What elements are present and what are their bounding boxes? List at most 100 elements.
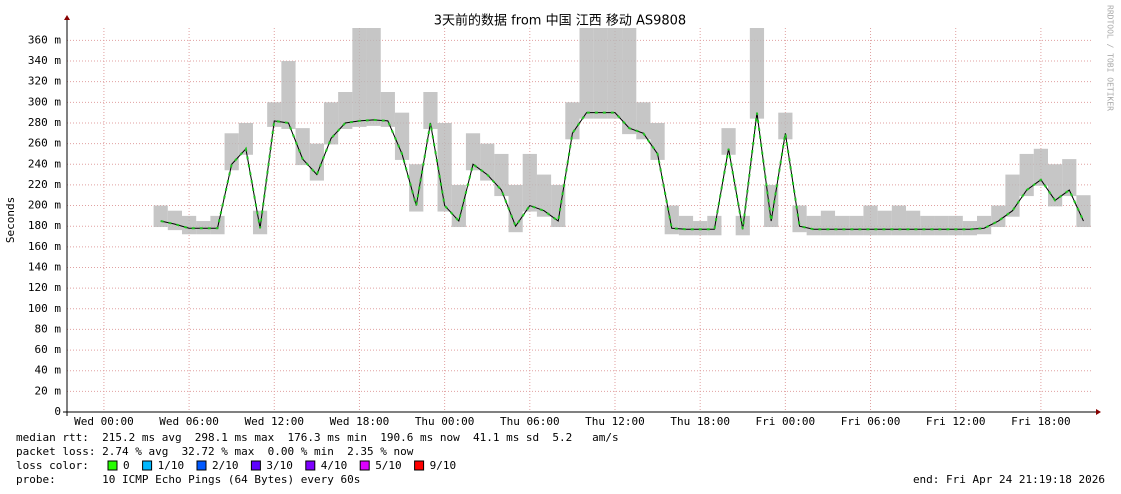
legend-swatch [196,460,207,471]
smoke [565,102,580,140]
smoke [707,215,722,236]
x-tick-label: Wed 12:00 [244,415,304,428]
legend-label: 0 [123,459,130,472]
smoke [153,205,168,228]
y-tick-label: 20 m [35,384,62,397]
smoke [366,28,381,126]
y-tick-label: 200 m [28,199,61,212]
smoke [948,215,963,236]
y-tick-label: 260 m [28,137,61,150]
smoke [650,122,665,160]
smoke [934,215,949,236]
x-tick-label: Fri 06:00 [841,415,901,428]
smoke [352,28,367,127]
smoke [749,28,765,119]
y-tick-label: 120 m [28,281,61,294]
y-tick-label: 340 m [28,54,61,67]
chart-title: 3天前的数据 from 中国 江西 移动 AS9808 [434,13,686,29]
y-tick-label: 360 m [28,33,61,46]
smoke [721,128,736,155]
smoke [210,215,225,235]
y-tick-label: 320 m [28,75,61,88]
smoke [238,122,253,155]
smoke [778,112,793,140]
y-tick-label: 280 m [28,116,61,129]
smoke [863,205,878,236]
smoke [835,215,850,236]
smoke [877,210,892,236]
smoke [551,184,566,228]
smoke [636,102,651,140]
y-tick-label: 300 m [28,95,61,108]
smoke [891,205,907,236]
smoke [522,153,537,212]
legend-swatch [414,460,425,471]
smoke [593,28,608,119]
smoke [380,92,395,127]
smoke [1062,159,1077,197]
smoke [295,128,310,166]
smoke [409,164,424,212]
smoke [338,92,353,129]
y-arrow [64,15,70,20]
smoke [962,221,978,236]
smoke [480,143,495,181]
legend-swatch [107,460,118,471]
smoke [252,210,268,235]
legend-label: 2/10 [212,459,239,472]
smoke [437,122,452,212]
smoke [849,215,864,236]
end-time: end: Fri Apr 24 21:19:18 2026 [913,473,1105,486]
x-tick-label: Thu 18:00 [670,415,730,428]
legend-label: 3/10 [266,459,293,472]
y-tick-label: 140 m [28,260,61,273]
x-tick-label: Wed 06:00 [159,415,219,428]
legend-swatch [305,460,316,471]
x-tick-label: Wed 18:00 [330,415,390,428]
legend-label: 9/10 [430,459,457,472]
loss-color-label: loss color: [16,459,89,472]
smoke [579,28,594,119]
smoke [1076,195,1091,228]
smoke [977,215,992,235]
smoke [181,215,197,235]
y-tick-label: 80 m [35,322,62,335]
y-tick-label: 160 m [28,240,61,253]
median-line [160,112,1084,230]
x-tick-label: Fri 00:00 [756,415,816,428]
legend-label: 1/10 [158,459,185,472]
smoke [423,92,438,129]
smoke [607,28,623,119]
smoke [622,28,637,135]
x-tick-label: Thu 06:00 [500,415,560,428]
smoke [394,112,410,160]
x-tick-label: Fri 18:00 [1011,415,1071,428]
smoke [167,210,182,231]
smoke [1033,148,1048,186]
y-tick-label: 240 m [28,157,61,170]
legend-swatch [250,460,261,471]
y-tick-label: 180 m [28,219,61,232]
smoke [991,205,1006,228]
side-label: RRDTOOL / TOBI OETIKER [1106,5,1115,111]
smoke [664,205,679,235]
smoke [820,210,836,236]
probe-info: probe: 10 ICMP Echo Pings (64 Bytes) eve… [16,473,360,486]
smoke [792,205,807,233]
y-tick-label: 0 [54,405,61,418]
loss-stats: packet loss: 2.74 % avg 32.72 % max 0.00… [16,445,414,458]
legend-label: 4/10 [321,459,348,472]
smoke [281,61,296,129]
smoke [906,210,921,236]
x-tick-label: Thu 00:00 [415,415,475,428]
smoke [196,221,211,235]
x-tick-label: Wed 00:00 [74,415,134,428]
legend-label: 5/10 [375,459,402,472]
y-tick-label: 40 m [35,364,62,377]
smoke [465,133,481,171]
median-stats: median rtt: 215.2 ms avg 298.1 ms max 17… [16,431,619,444]
y-axis-label: Seconds [4,197,17,243]
x-tick-label: Thu 12:00 [585,415,645,428]
y-tick-label: 220 m [28,178,61,191]
